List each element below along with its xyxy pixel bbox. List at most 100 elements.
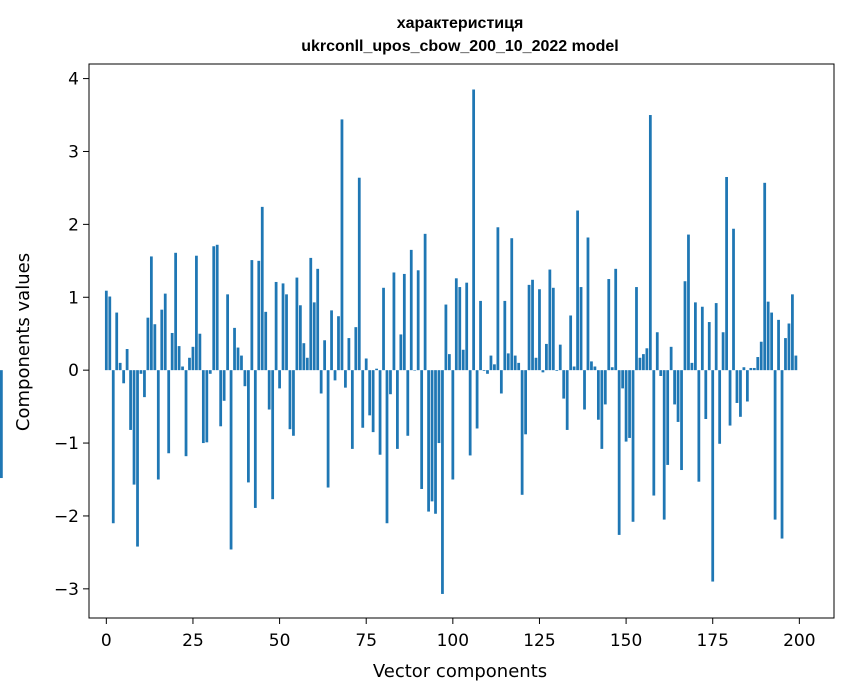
bar-107 — [475, 370, 479, 429]
bar-105 — [468, 370, 472, 456]
bar-78 — [375, 368, 378, 371]
bar-112 — [493, 364, 496, 371]
bar-54 — [292, 370, 295, 436]
bar-46 — [264, 311, 268, 371]
bar-9 — [136, 370, 139, 547]
bar-136 — [576, 210, 579, 371]
bar-131 — [558, 344, 562, 371]
x-tick-label: 75 — [355, 631, 377, 651]
plot-frame — [88, 63, 835, 619]
bar-35 — [226, 294, 229, 371]
bar-64 — [326, 370, 330, 488]
y-tick-label: −3 — [54, 580, 79, 600]
bar-51 — [281, 283, 285, 371]
bar-67 — [337, 316, 340, 371]
bar-73 — [357, 177, 361, 371]
x-tick-label: 0 — [101, 631, 112, 651]
bar-122 — [527, 284, 531, 371]
bars-group — [0, 89, 798, 594]
bar-148 — [617, 370, 621, 535]
bar-115 — [503, 300, 507, 371]
bar-139 — [586, 237, 590, 371]
bar-27 — [198, 333, 202, 371]
bar-81 — [385, 370, 389, 524]
bar-133 — [565, 370, 569, 430]
bar-195 — [780, 370, 784, 539]
bar-180 — [728, 370, 732, 426]
bar-102 — [458, 287, 462, 371]
bar-89 — [413, 370, 417, 371]
bar-22 — [181, 366, 184, 371]
bar-40 — [243, 370, 247, 387]
bar-37 — [233, 327, 236, 371]
bar-135 — [572, 366, 576, 371]
bar-190 — [763, 182, 767, 371]
bar-113 — [496, 227, 500, 371]
bar-4 — [118, 362, 122, 371]
bar-86 — [402, 273, 406, 371]
bar-169 — [690, 362, 694, 371]
bar-119 — [517, 362, 521, 371]
bar-65 — [330, 310, 333, 371]
bar-91 — [420, 370, 424, 489]
bar-159 — [655, 332, 659, 371]
bar-8 — [132, 370, 136, 485]
bar-26 — [195, 255, 198, 371]
bar-141 — [593, 366, 597, 371]
bar-155 — [642, 354, 645, 371]
bar-134 — [569, 315, 573, 371]
x-tick-label: 125 — [523, 631, 555, 651]
bar-166 — [680, 370, 683, 471]
bar-191 — [766, 301, 770, 371]
y-tick-label: 4 — [68, 70, 79, 90]
bar-104 — [465, 282, 469, 371]
bar-121 — [524, 370, 527, 435]
x-axis-ticks: 0 25 50 75 100 125 150 175 200 — [101, 618, 816, 651]
bar-194 — [777, 319, 780, 371]
bar-36 — [229, 370, 233, 550]
bar-186 — [749, 367, 753, 371]
bar-149 — [621, 370, 625, 389]
bar-0 — [104, 290, 108, 371]
bar-70 — [347, 338, 351, 371]
bar-158 — [652, 370, 656, 496]
bar-196 — [784, 338, 787, 371]
bar-137 — [579, 287, 583, 371]
bar-138 — [583, 370, 586, 410]
bar-192 — [770, 312, 774, 371]
bar-61 — [316, 268, 320, 371]
bar-95 — [434, 370, 437, 514]
bar-69 — [344, 370, 347, 388]
bar-75 — [364, 358, 368, 371]
bar-178 — [721, 332, 725, 371]
bar-29 — [205, 370, 209, 443]
bar-199 — [794, 355, 798, 371]
bar-41 — [247, 370, 250, 483]
bar-106 — [472, 89, 476, 371]
bar-126 — [541, 370, 545, 373]
bar-7 — [129, 370, 132, 430]
bar-109 — [482, 370, 486, 371]
bar-165 — [676, 370, 680, 422]
bar-12 — [146, 317, 150, 371]
x-tick-label: 175 — [696, 631, 728, 651]
bar-68 — [340, 119, 344, 371]
bar-60 — [312, 302, 316, 371]
bar-101 — [454, 278, 458, 371]
y-tick-label: 3 — [68, 142, 79, 162]
bar-85 — [399, 334, 403, 371]
bar-79 — [378, 370, 382, 455]
bar-176 — [714, 303, 718, 371]
bar-99 — [447, 354, 451, 371]
bar-118 — [513, 355, 517, 371]
bar-92 — [423, 233, 427, 371]
x-tick-label: 25 — [182, 631, 204, 651]
bar-30 — [208, 370, 212, 374]
bar-48 — [271, 370, 275, 500]
bar-66 — [333, 370, 337, 381]
bar-146 — [610, 367, 614, 371]
bar-168 — [687, 234, 690, 371]
bar-108 — [479, 300, 482, 371]
bar-71 — [350, 370, 354, 449]
bar-83 — [392, 272, 396, 371]
